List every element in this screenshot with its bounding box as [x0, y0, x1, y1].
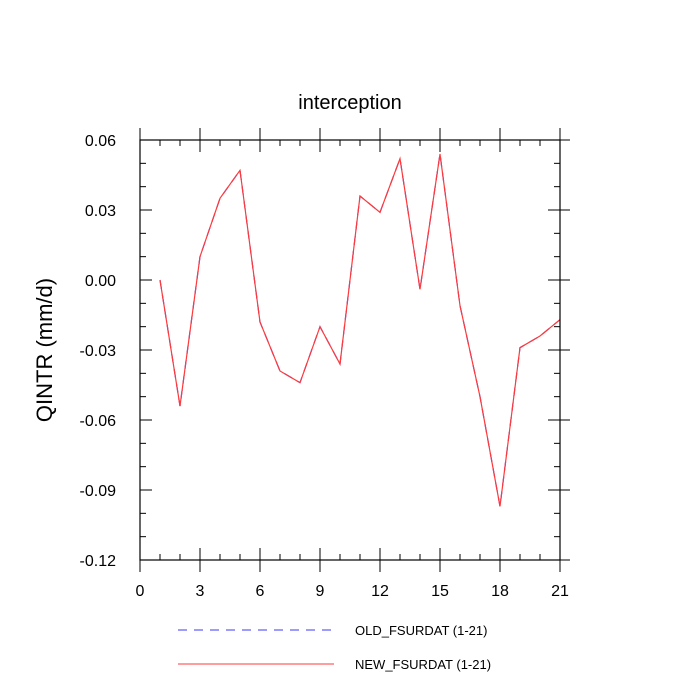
legend: OLD_FSURDAT (1-21) NEW_FSURDAT (1-21)	[178, 623, 491, 672]
x-tick-label: 15	[431, 583, 449, 600]
y-tick-label: -0.06	[80, 413, 117, 430]
y-tick-label: -0.03	[80, 343, 117, 360]
x-tick-label: 3	[196, 583, 205, 600]
series-lines	[159, 153, 561, 507]
x-tick-label: 12	[371, 583, 389, 600]
y-tick-label: -0.09	[80, 483, 117, 500]
y-tick-label: 0.00	[85, 273, 116, 290]
y-tick-label: 0.03	[85, 203, 116, 220]
x-tick-label: 0	[136, 583, 145, 600]
legend-label-old-fsurdat: OLD_FSURDAT (1-21)	[355, 623, 487, 638]
axis-tick-labels: 0 3 6 9 12 15 18 21 0.06 0.03 0.00 -0.03 -0.06 -0.09 -…	[80, 133, 569, 600]
x-tick-label: 18	[491, 583, 509, 600]
x-tick-label: 9	[316, 583, 325, 600]
legend-label-new-fsurdat: NEW_FSURDAT (1-21)	[355, 657, 491, 672]
axis-ticks	[139, 128, 570, 572]
series-line-old-fsurdat	[159, 153, 561, 507]
series-line-new-fsurdat	[159, 153, 561, 507]
x-tick-label: 21	[551, 583, 569, 600]
y-tick-label: -0.12	[80, 553, 117, 570]
plot-frame	[139, 139, 561, 561]
y-tick-label: 0.06	[85, 133, 116, 150]
y-axis-label: QINTR (mm/d)	[32, 278, 57, 422]
x-tick-label: 6	[256, 583, 265, 600]
chart-title: interception	[298, 92, 401, 114]
